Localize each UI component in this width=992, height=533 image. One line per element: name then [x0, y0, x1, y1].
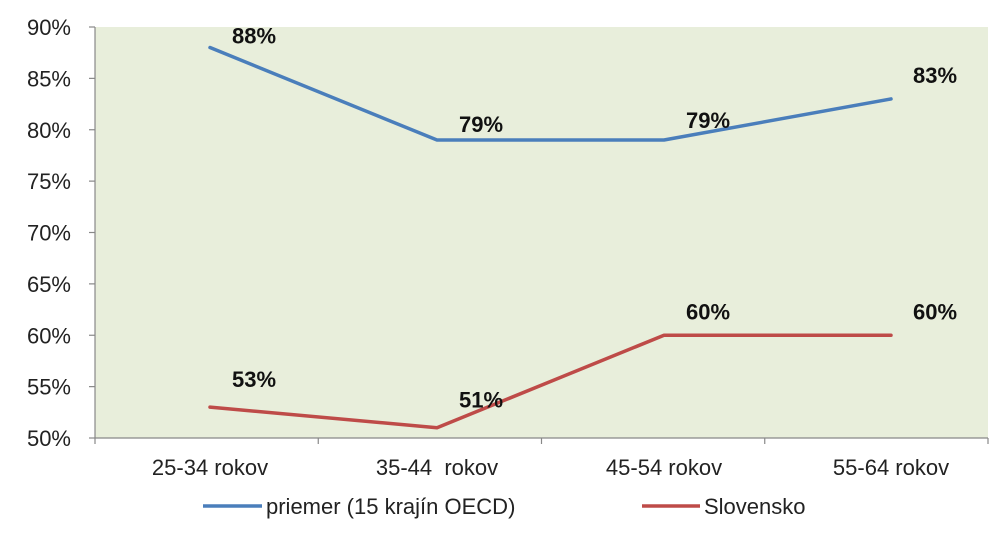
data-label: 83% — [913, 63, 957, 88]
x-tick-label: 25-34 rokov — [152, 455, 268, 480]
y-tick-label: 65% — [27, 272, 71, 297]
legend-label-1: priemer (15 krajín OECD) — [266, 494, 515, 519]
series-line-2 — [208, 333, 893, 430]
data-label: 60% — [686, 299, 730, 324]
y-axis: 90% 85% 80% 75% 70% 65% 60% 55% 50% — [27, 15, 96, 451]
series-layer: 88% 79% 79% 83% 53% 51% 60% 60% — [208, 24, 957, 430]
plot-area — [95, 27, 988, 438]
data-label: 88% — [232, 24, 276, 49]
y-tick-label: 90% — [27, 15, 71, 40]
legend-label-2: Slovensko — [704, 494, 806, 519]
y-tick-label: 70% — [27, 221, 71, 246]
y-tick-label: 50% — [27, 426, 71, 451]
y-tick-label: 75% — [27, 169, 71, 194]
data-label: 79% — [686, 108, 730, 133]
x-tick-label: 35-44 rokov — [376, 455, 498, 480]
data-label: 60% — [913, 299, 957, 324]
data-label: 51% — [459, 388, 503, 413]
y-tick-label: 55% — [27, 375, 71, 400]
legend: priemer (15 krajín OECD) Slovensko — [203, 494, 806, 519]
data-label: 53% — [232, 367, 276, 392]
y-tick-label: 80% — [27, 118, 71, 143]
series-line-1 — [208, 45, 893, 142]
y-tick-label: 85% — [27, 66, 71, 91]
x-tick-label: 45-54 rokov — [606, 455, 722, 480]
x-tick-label: 55-64 rokov — [833, 455, 949, 480]
y-tick-label: 60% — [27, 323, 71, 348]
x-axis: 25-34 rokov 35-44 rokov 45-54 rokov 55-64 r… — [94, 437, 989, 480]
data-label: 79% — [459, 112, 503, 137]
